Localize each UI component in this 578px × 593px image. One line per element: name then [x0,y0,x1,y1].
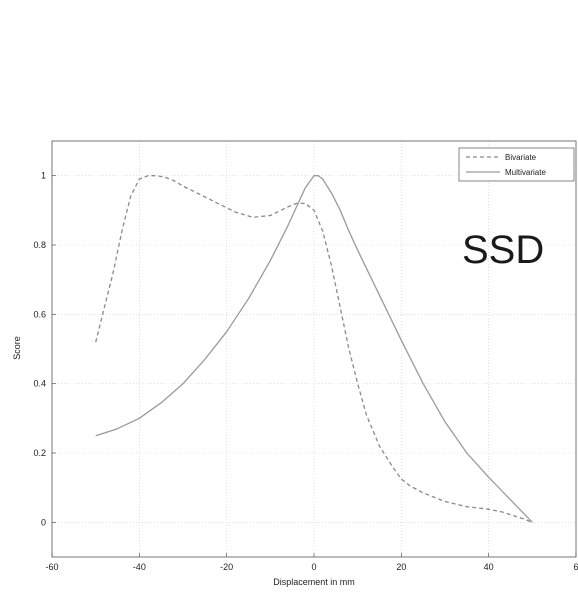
series-line-bivariate [95,175,533,523]
x-tick-label: 20 [396,562,406,572]
x-tick-label: 40 [484,562,494,572]
x-tick-label: -20 [220,562,233,572]
y-tick-label: 0 [41,517,46,527]
x-tick-label: 6 [573,562,578,572]
x-tick-label: 0 [311,562,316,572]
x-tick-label: -40 [133,562,146,572]
y-tick-label: 0.4 [33,379,46,389]
y-tick-label: 0.2 [33,448,46,458]
legend: Bivariate Multivariate [458,147,575,182]
y-tick-label: 0.6 [33,309,46,319]
x-tick-label: -60 [45,562,58,572]
legend-box [458,147,575,182]
legend-label-bivariate: Bivariate [505,153,537,162]
axis-ticks: -60 -40 -20 0 20 40 600.20.40.60.81 [33,171,578,572]
series-lines [95,175,533,523]
legend-label-multivariate: Multivariate [505,168,546,177]
grid [51,141,577,557]
series-line-multivariate [95,175,533,523]
y-tick-label: 1 [41,171,46,181]
ssd-annotation: SSD [462,228,544,272]
y-tick-label: 0.8 [33,240,46,250]
y-axis-label: Score [12,336,22,360]
x-axis-label: Displacement in mm [273,577,355,587]
